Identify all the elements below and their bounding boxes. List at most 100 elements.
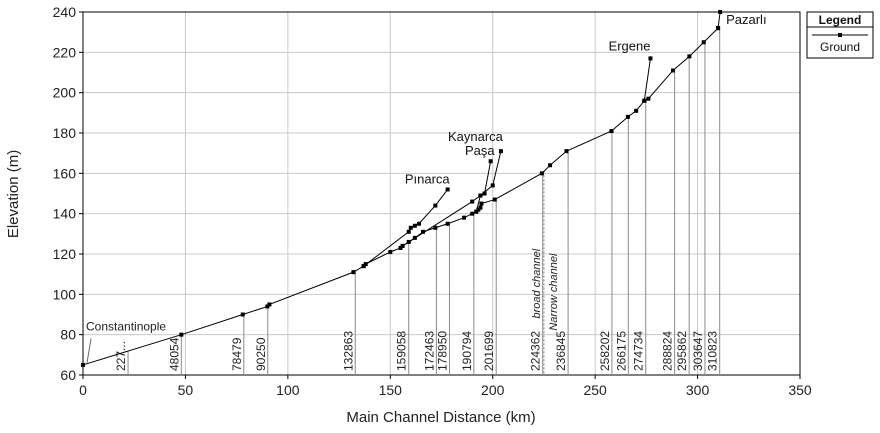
station-label: 258202 [598, 331, 612, 371]
cross-section-stations: Constantinople 227... 48054 78479 90250 13286… [86, 28, 721, 375]
x-tick-label: 150 [379, 382, 403, 398]
tributary-point [648, 56, 653, 61]
station-label: 78479 [230, 337, 244, 371]
tributary-label: Kaynarca [448, 129, 504, 144]
tributary-point [433, 203, 438, 208]
x-tick-label: 100 [276, 382, 300, 398]
ground-main-point [701, 40, 706, 45]
ground-main-point [625, 114, 630, 119]
ground-main-point [351, 270, 356, 275]
tributary-line [717, 11, 721, 29]
tributary-point [718, 10, 723, 14]
tributary-line [475, 161, 492, 212]
x-tick-label: 50 [178, 382, 194, 398]
tributary-point [416, 221, 421, 226]
station-label: 288824 [661, 331, 675, 371]
y-tick-label: 60 [60, 367, 76, 383]
grid [83, 12, 800, 375]
station-label: 190794 [460, 331, 474, 371]
tributary-label: Paşa [465, 143, 495, 158]
ground-main-point [398, 245, 403, 250]
tributary-point [400, 243, 405, 248]
station-label: 132863 [341, 331, 355, 371]
ground-main-point [539, 171, 544, 176]
ground-series [81, 10, 723, 367]
station-label: 274734 [632, 331, 646, 371]
ground-main-point [492, 197, 497, 202]
y-axis-title: Elevation (m) [5, 150, 22, 238]
station-label: 295862 [675, 331, 689, 371]
station-label: 310823 [706, 331, 720, 371]
ground-main-point [609, 128, 614, 133]
ground-main-point [646, 96, 651, 101]
ground-main-point [388, 249, 393, 254]
tributary-point [642, 98, 647, 103]
ground-main-point [265, 304, 270, 309]
legend-entry-ground: Ground [820, 40, 860, 54]
tributary-point [445, 187, 450, 192]
station-label: 266175 [614, 331, 628, 371]
station-label: Constantinople [86, 320, 166, 334]
ground-main-point [564, 149, 569, 154]
y-tick-label: 160 [53, 165, 77, 181]
station-label: 90250 [254, 337, 268, 371]
y-tick-label: 220 [53, 44, 77, 60]
x-tick-label: 250 [583, 382, 607, 398]
tributary-point [478, 193, 483, 198]
station-label: 201699 [482, 331, 496, 371]
tributary-point [474, 209, 479, 214]
y-tick-label: 180 [53, 125, 77, 141]
tributary-label: Ergene [609, 38, 651, 53]
ground-main-point [421, 229, 426, 234]
y-tick-label: 100 [53, 286, 77, 302]
broad-channel-label: broad channel [531, 248, 543, 318]
station-label: 224362 [529, 331, 543, 371]
tributary-point [716, 26, 721, 31]
y-axis-ticks: 60 80 100 120 140 160 180 200 220 240 [53, 4, 83, 383]
tributary-point [498, 149, 503, 154]
ground-main-point [687, 54, 692, 59]
ground-main-point [445, 221, 450, 226]
station-label: 172463 [422, 331, 436, 371]
ground-main-point [478, 205, 483, 210]
ground-main-point [476, 207, 481, 212]
tributary-point [406, 229, 411, 234]
ground-main-point [179, 332, 184, 337]
legend: Legend Ground [806, 11, 874, 59]
station-label: 159058 [395, 331, 409, 371]
y-tick-label: 140 [53, 206, 77, 222]
tributary-line [402, 151, 502, 247]
tributary-point [408, 225, 413, 230]
station-label: 178950 [435, 331, 449, 371]
x-tick-label: 350 [788, 382, 812, 398]
y-tick-label: 240 [53, 4, 77, 20]
ground-main-point [433, 225, 438, 230]
ground-main-point [634, 108, 639, 113]
station-label: 236845 [554, 331, 568, 371]
ground-main-point [670, 68, 675, 73]
ground-main-point [81, 362, 85, 367]
ground-main-point [548, 163, 553, 168]
y-tick-label: 80 [60, 327, 76, 343]
y-tick-label: 200 [53, 85, 77, 101]
narrow-channel-label: Narrow channel [548, 253, 560, 331]
legend-marker-swatch [838, 33, 842, 37]
station-label: 48054 [167, 337, 181, 371]
ground-main-line [82, 27, 719, 366]
tributary-point [361, 264, 366, 269]
tributary-point [412, 223, 417, 228]
x-tick-label: 0 [79, 382, 87, 398]
tributary-point [470, 199, 475, 204]
ground-main-point [462, 215, 467, 220]
ground-main-point [240, 312, 245, 317]
tributary-label: Pınarca [405, 171, 451, 186]
ground-main-point [470, 211, 475, 216]
y-tick-label: 120 [53, 246, 77, 262]
station-label: 303647 [691, 331, 705, 371]
x-tick-label: 300 [686, 382, 710, 398]
tributary-point [482, 191, 487, 196]
plot-frame [82, 11, 801, 376]
x-axis-title: Main Channel Distance (km) [346, 409, 535, 426]
